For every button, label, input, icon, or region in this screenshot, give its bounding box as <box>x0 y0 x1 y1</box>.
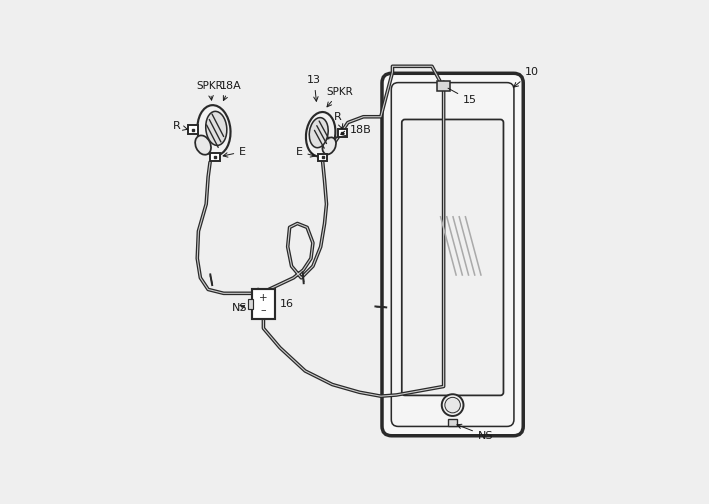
Text: SPKR: SPKR <box>196 81 223 100</box>
Text: 13: 13 <box>307 75 321 101</box>
Text: 15: 15 <box>448 88 477 105</box>
Text: 10: 10 <box>514 67 538 87</box>
Text: E: E <box>296 147 315 157</box>
Text: 18B: 18B <box>341 125 372 136</box>
Text: NS: NS <box>231 303 247 313</box>
Circle shape <box>442 394 464 416</box>
FancyBboxPatch shape <box>402 119 503 396</box>
Ellipse shape <box>323 138 336 154</box>
Ellipse shape <box>197 105 230 156</box>
Ellipse shape <box>309 117 328 148</box>
FancyBboxPatch shape <box>382 73 523 436</box>
FancyBboxPatch shape <box>337 129 347 137</box>
FancyBboxPatch shape <box>247 299 253 309</box>
FancyBboxPatch shape <box>318 154 327 161</box>
FancyBboxPatch shape <box>188 125 198 134</box>
Ellipse shape <box>206 111 227 146</box>
Ellipse shape <box>306 112 335 156</box>
Text: 16: 16 <box>280 299 294 309</box>
Text: 18A: 18A <box>220 81 242 100</box>
Circle shape <box>445 397 460 413</box>
Text: NS: NS <box>457 424 493 441</box>
FancyBboxPatch shape <box>252 289 275 320</box>
Text: +: + <box>259 293 268 302</box>
FancyBboxPatch shape <box>437 81 450 91</box>
FancyBboxPatch shape <box>391 83 514 426</box>
Text: R: R <box>334 112 342 129</box>
Text: E: E <box>223 147 246 157</box>
Ellipse shape <box>195 136 211 155</box>
Text: R: R <box>173 121 187 132</box>
Text: SPKR: SPKR <box>327 87 353 107</box>
Text: –: – <box>261 305 267 315</box>
FancyBboxPatch shape <box>211 153 220 161</box>
FancyBboxPatch shape <box>448 419 457 426</box>
